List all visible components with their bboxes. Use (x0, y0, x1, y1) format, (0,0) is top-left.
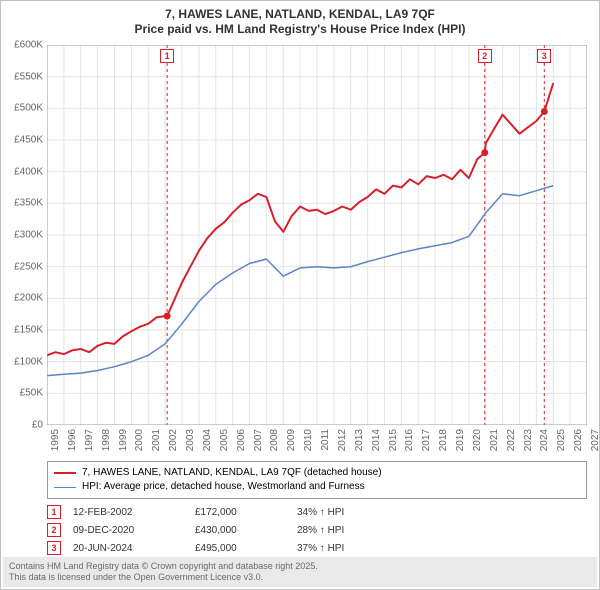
legend-label: 7, HAWES LANE, NATLAND, KENDAL, LA9 7QF … (82, 466, 382, 480)
footer-attribution: Contains HM Land Registry data © Crown c… (3, 557, 597, 588)
x-tick-label: 1998 (101, 429, 112, 451)
x-tick-label: 2009 (286, 429, 297, 451)
y-tick-label: £0 (32, 420, 43, 431)
legend-label: HPI: Average price, detached house, West… (82, 480, 365, 494)
x-tick-label: 2016 (404, 429, 415, 451)
title-line1: 7, HAWES LANE, NATLAND, KENDAL, LA9 7QF (9, 7, 591, 22)
footer-line2: This data is licensed under the Open Gov… (9, 572, 591, 583)
sale-price: £430,000 (195, 525, 285, 536)
x-tick-label: 2024 (539, 429, 550, 451)
x-tick-label: 2026 (573, 429, 584, 451)
x-tick-label: 1995 (50, 429, 61, 451)
sale-index-box: 3 (47, 541, 61, 555)
x-tick-label: 2005 (219, 429, 230, 451)
x-tick-label: 2022 (506, 429, 517, 451)
y-tick-label: £250K (14, 261, 43, 272)
legend-item: HPI: Average price, detached house, West… (54, 480, 580, 494)
sale-delta-hpi: 37% ↑ HPI (297, 543, 417, 554)
y-tick-label: £200K (14, 293, 43, 304)
y-tick-label: £400K (14, 166, 43, 177)
sale-marker: 3 (537, 49, 551, 63)
legend-swatch (54, 487, 76, 488)
x-tick-label: 1996 (67, 429, 78, 451)
sale-delta-hpi: 34% ↑ HPI (297, 507, 417, 518)
sale-date: 09-DEC-2020 (73, 525, 183, 536)
x-tick-label: 2008 (269, 429, 280, 451)
sale-index-box: 1 (47, 505, 61, 519)
x-tick-label: 2025 (556, 429, 567, 451)
x-tick-label: 2007 (253, 429, 264, 451)
legend: 7, HAWES LANE, NATLAND, KENDAL, LA9 7QF … (47, 461, 587, 499)
x-tick-label: 2011 (320, 429, 331, 451)
x-tick-label: 2010 (303, 429, 314, 451)
plot-area: £0£50K£100K£150K£200K£250K£300K£350K£400… (47, 45, 587, 425)
x-tick-label: 2001 (151, 429, 162, 451)
x-tick-label: 2015 (388, 429, 399, 451)
x-tick-label: 2003 (185, 429, 196, 451)
x-tick-label: 2017 (421, 429, 432, 451)
x-tick-label: 2018 (438, 429, 449, 451)
y-tick-label: £350K (14, 198, 43, 209)
x-tick-label: 2027 (590, 429, 600, 451)
y-tick-label: £500K (14, 103, 43, 114)
y-tick-label: £550K (14, 71, 43, 82)
y-tick-label: £100K (14, 356, 43, 367)
x-tick-label: 1999 (118, 429, 129, 451)
sale-row: 3 20-JUN-2024 £495,000 37% ↑ HPI (47, 539, 587, 557)
y-tick-label: £450K (14, 135, 43, 146)
y-tick-label: £150K (14, 325, 43, 336)
sale-row: 1 12-FEB-2002 £172,000 34% ↑ HPI (47, 503, 587, 521)
sale-date: 20-JUN-2024 (73, 543, 183, 554)
sale-date: 12-FEB-2002 (73, 507, 183, 518)
x-tick-label: 2019 (455, 429, 466, 451)
x-tick-label: 2000 (134, 429, 145, 451)
footer-line1: Contains HM Land Registry data © Crown c… (9, 561, 591, 572)
chart-container: 7, HAWES LANE, NATLAND, KENDAL, LA9 7QF … (0, 0, 600, 590)
x-tick-label: 2013 (354, 429, 365, 451)
x-tick-label: 2023 (523, 429, 534, 451)
sale-price: £495,000 (195, 543, 285, 554)
y-tick-label: £300K (14, 230, 43, 241)
sale-delta-hpi: 28% ↑ HPI (297, 525, 417, 536)
x-tick-label: 2020 (472, 429, 483, 451)
x-tick-label: 2021 (489, 429, 500, 451)
title-line2: Price paid vs. HM Land Registry's House … (9, 22, 591, 37)
sale-index-box: 2 (47, 523, 61, 537)
legend-item: 7, HAWES LANE, NATLAND, KENDAL, LA9 7QF … (54, 466, 580, 480)
x-tick-label: 2004 (202, 429, 213, 451)
sale-marker: 2 (478, 49, 492, 63)
x-tick-label: 2012 (337, 429, 348, 451)
x-tick-label: 1997 (84, 429, 95, 451)
sale-row: 2 09-DEC-2020 £430,000 28% ↑ HPI (47, 521, 587, 539)
y-tick-label: £600K (14, 40, 43, 51)
chart-svg (47, 45, 587, 425)
chart-title: 7, HAWES LANE, NATLAND, KENDAL, LA9 7QF … (1, 1, 599, 39)
sale-marker: 1 (160, 49, 174, 63)
y-tick-label: £50K (20, 388, 43, 399)
x-tick-label: 2014 (371, 429, 382, 451)
x-tick-label: 2002 (168, 429, 179, 451)
legend-swatch (54, 472, 76, 474)
sales-table: 1 12-FEB-2002 £172,000 34% ↑ HPI 2 09-DEC-202… (47, 503, 587, 557)
x-tick-label: 2006 (236, 429, 247, 451)
sale-price: £172,000 (195, 507, 285, 518)
